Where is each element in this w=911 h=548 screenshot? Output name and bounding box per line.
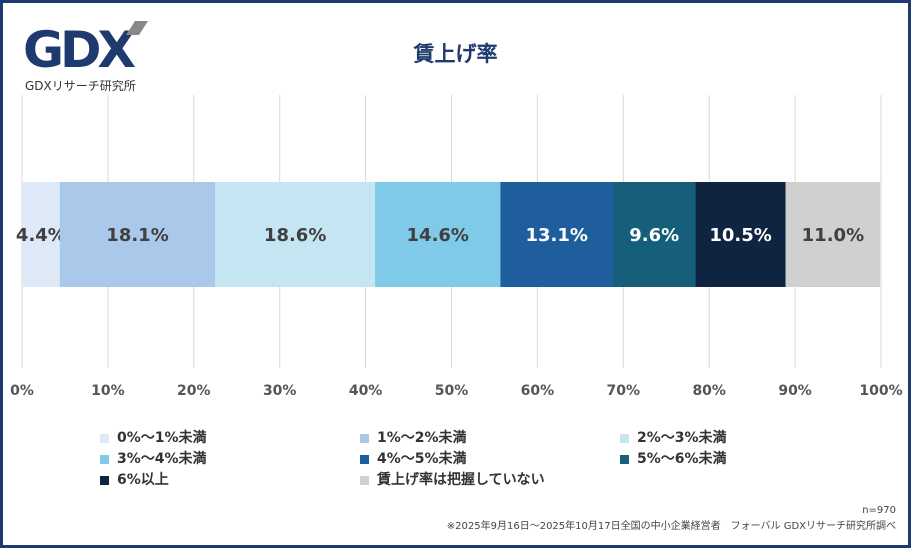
data-label: 4.4% — [16, 225, 66, 246]
data-label: 18.1% — [106, 225, 168, 246]
legend-item: 5%～6%未満 — [620, 451, 727, 468]
plot-area: 0% 10% 20% 30% 40% 50% 60% 70% 80% 90% 100% 4.4% 18.… — [10, 95, 903, 399]
legend-swatch — [360, 476, 369, 485]
logo-subtitle: GDXリサーチ研究所 — [25, 79, 136, 93]
legend-label: 賃上げ率は把握していない — [377, 472, 545, 488]
legend-label: 2%～3%未満 — [637, 430, 727, 446]
legend-label: 5%～6%未満 — [637, 451, 727, 467]
legend-swatch — [100, 434, 109, 443]
bar-segment — [215, 182, 376, 287]
x-tick-label: 30% — [263, 383, 297, 399]
legend-item: 1%～2%未満 — [360, 430, 467, 447]
chart-title: 賃上げ率 — [413, 42, 498, 66]
legend-item: 6%以上 — [100, 472, 169, 489]
legend-swatch — [100, 455, 109, 464]
x-tick-label: 80% — [692, 383, 726, 399]
legend-item: 4%～5%未満 — [360, 451, 467, 468]
bar-segment — [612, 182, 696, 287]
legend-swatch — [360, 455, 369, 464]
legend-swatch — [360, 434, 369, 443]
svg-text:GDX: GDX — [23, 21, 136, 73]
legend-label: 0%～1%未満 — [117, 430, 207, 446]
x-tick-label: 100% — [859, 383, 902, 399]
x-tick-label: 0% — [10, 383, 34, 399]
x-tick-label: 10% — [91, 383, 125, 399]
legend-label: 6%以上 — [117, 472, 169, 488]
x-tick-label: 20% — [177, 383, 211, 399]
data-label: 14.6% — [407, 225, 469, 246]
bar-segment — [22, 182, 60, 287]
bar-segment — [59, 182, 216, 287]
legend-item: 3%～4%未満 — [100, 451, 207, 468]
data-label: 13.1% — [526, 225, 588, 246]
x-tick-label: 70% — [607, 383, 641, 399]
legend-item: 0%～1%未満 — [100, 430, 207, 447]
legend-item: 賃上げ率は把握していない — [360, 472, 545, 489]
data-label: 10.5% — [709, 225, 771, 246]
x-tick-label: 60% — [521, 383, 555, 399]
x-tick-label: 90% — [778, 383, 812, 399]
legend-swatch — [620, 434, 629, 443]
legend-label: 4%～5%未満 — [377, 451, 467, 467]
data-label: 9.6% — [629, 225, 679, 246]
legend-swatch — [620, 455, 629, 464]
source-note: ※2025年9月16日～2025年10月17日全国の中小企業経営者 フォーバル … — [446, 521, 896, 532]
legend-label: 3%～4%未満 — [117, 451, 207, 467]
bar-segment — [695, 182, 786, 287]
gdx-logo: GDX — [23, 21, 148, 73]
bar-segment — [785, 182, 881, 287]
x-tick-label: 40% — [349, 383, 383, 399]
legend-label: 1%～2%未満 — [377, 430, 467, 446]
sample-size: n=970 — [862, 505, 896, 516]
legend-item: 2%～3%未満 — [620, 430, 727, 447]
bar-segment — [375, 182, 501, 287]
x-tick-label: 50% — [435, 383, 469, 399]
legend-swatch — [100, 476, 109, 485]
data-label: 11.0% — [802, 225, 864, 246]
bar-segment — [500, 182, 613, 287]
data-label: 18.6% — [264, 225, 326, 246]
